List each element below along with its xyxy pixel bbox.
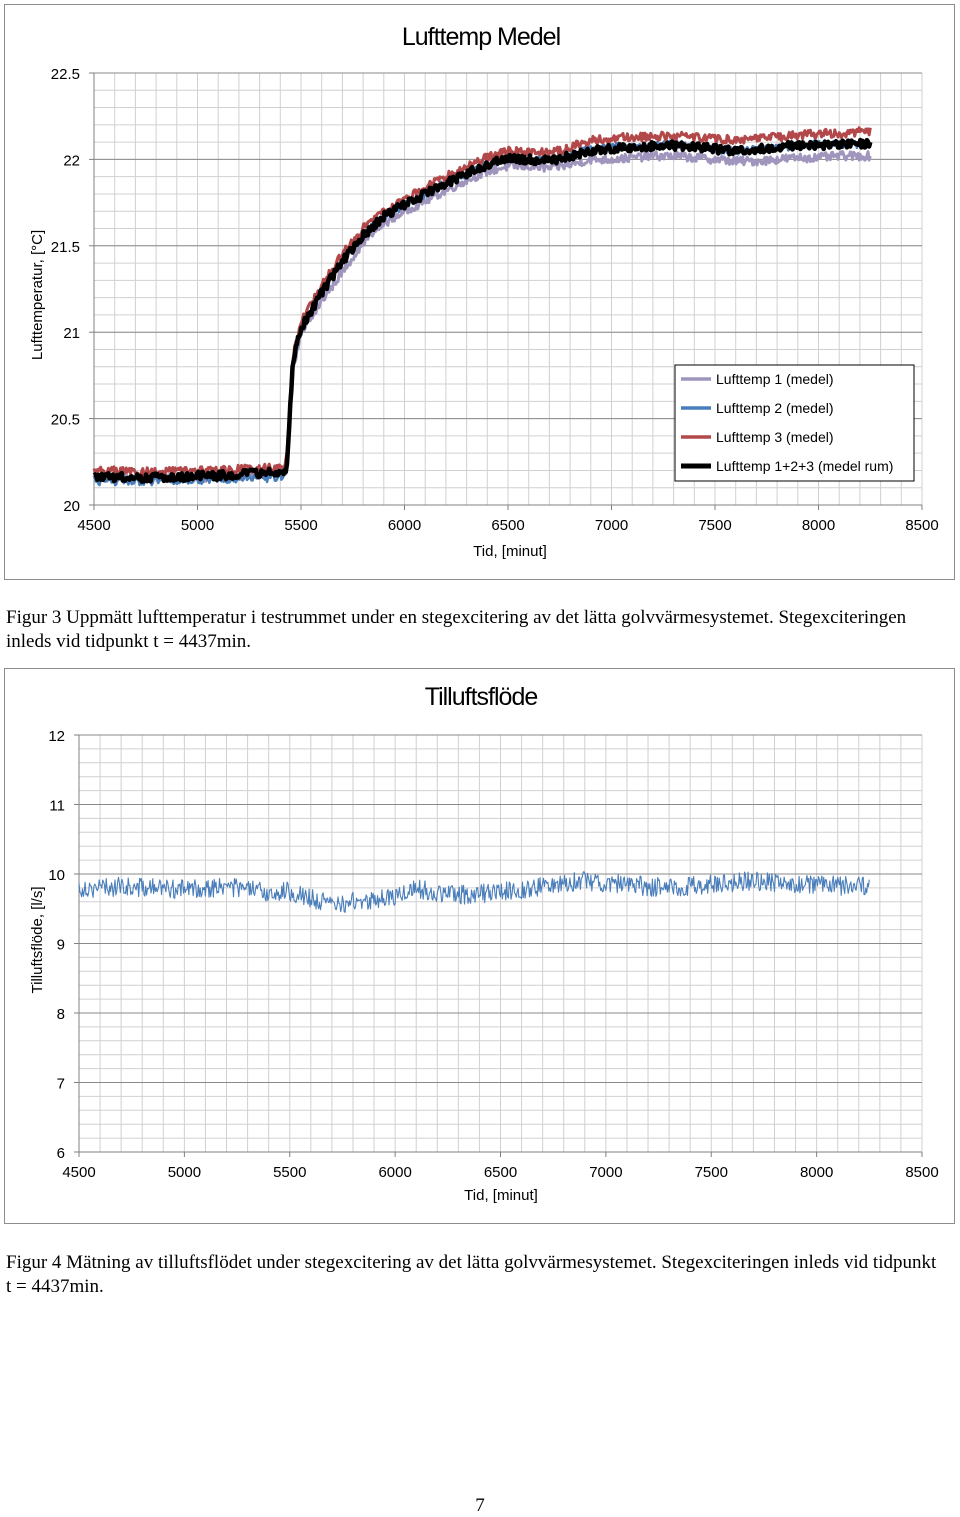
- y-tick-label: 6: [57, 1145, 65, 1162]
- y-tick-label: 21.5: [51, 239, 80, 256]
- x-tick-label: 5500: [273, 1164, 306, 1181]
- series-line-1: [78, 871, 870, 913]
- x-tick-label: 7500: [698, 517, 731, 534]
- legend-entry: Lufttemp 2 (medel): [716, 400, 834, 416]
- x-tick-label: 8500: [905, 1164, 938, 1181]
- y-tick-label: 22: [63, 152, 80, 169]
- chart-title: Tilluftsflöde: [425, 683, 538, 711]
- y-tick-label: 10: [48, 867, 65, 884]
- x-tick-label: 5000: [181, 517, 214, 534]
- y-tick-label: 20.5: [51, 412, 80, 429]
- y-axis-label: Lufttemperatur, [°C]: [29, 230, 46, 360]
- x-axis-label: Tid, [minut]: [473, 543, 547, 560]
- x-tick-label: 5500: [284, 517, 317, 534]
- y-tick-label: 7: [57, 1076, 65, 1093]
- grid: [78, 734, 923, 1153]
- legend-frame: [674, 364, 915, 482]
- series-lines: [92, 126, 873, 487]
- x-tick-label: 6000: [378, 1164, 411, 1181]
- x-tick-label: 8000: [802, 517, 835, 534]
- legend-entry: Lufttemp 1 (medel): [716, 371, 834, 387]
- x-tick-label: 6500: [484, 1164, 517, 1181]
- y-tick-label: 20: [63, 498, 80, 515]
- y-tick-label: 8: [57, 1006, 65, 1023]
- page-number: 7: [475, 1495, 485, 1516]
- figure-3-caption: Figur 3 Uppmätt lufttemperatur i testrum…: [6, 607, 907, 652]
- series-lines: [78, 871, 870, 913]
- x-tick-label: 4500: [77, 517, 110, 534]
- x-tick-label: 6500: [491, 517, 524, 534]
- y-tick-label: 11: [49, 798, 65, 815]
- x-tick-label: 8000: [800, 1164, 833, 1181]
- supply-airflow-chart: Tilluftsflöde 4500 5000 5500 6000 6500 7000 75…: [4, 668, 955, 1224]
- air-temperature-chart: Lufttemp Medel 4500 5000 5500 6000 6500 7000 7…: [4, 4, 955, 580]
- x-tick-label: 7000: [595, 517, 628, 534]
- x-axis-label: Tid, [minut]: [464, 1187, 538, 1204]
- axes: 4500 5000 5500 6000 6500 7000 7500 8000 8500 6 7 8 9…: [48, 728, 938, 1181]
- y-axis-label: Tilluftsflöde, [l/s]: [29, 887, 46, 994]
- axes: 4500 5000 5500 6000 6500 7000 7500 8000 8500 20 20…: [51, 66, 939, 534]
- x-tick-label: 7500: [695, 1164, 728, 1181]
- y-tick-label: 12: [48, 728, 65, 745]
- y-tick-label: 21: [63, 325, 80, 342]
- air-temperature-chart-svg: Lufttemp Medel 4500 5000 5500 6000 6500 7000 7…: [29, 23, 939, 560]
- x-tick-label: 4500: [62, 1164, 95, 1181]
- supply-airflow-chart-svg: Tilluftsflöde 4500 5000 5500 6000 6500 7000 75…: [29, 683, 939, 1204]
- y-tick-label: 9: [57, 937, 65, 954]
- x-tick-label: 7000: [589, 1164, 622, 1181]
- x-tick-label: 5000: [168, 1164, 201, 1181]
- legend-entry: Lufttemp 3 (medel): [716, 429, 834, 445]
- figure-4-caption: Figur 4 Mätning av tilluftsflödet under …: [6, 1252, 937, 1297]
- y-tick-label: 22.5: [51, 66, 80, 83]
- series-line-4: [92, 137, 873, 484]
- chart-title: Lufttemp Medel: [402, 23, 560, 51]
- legend-entry: Lufttemp 1+2+3 (medel rum): [716, 458, 893, 474]
- x-tick-label: 6000: [388, 517, 421, 534]
- legend: Lufttemp 1 (medel) Lufttemp 2 (medel) Luft…: [674, 364, 915, 482]
- x-tick-label: 8500: [905, 517, 938, 534]
- series-line-3: [92, 126, 872, 478]
